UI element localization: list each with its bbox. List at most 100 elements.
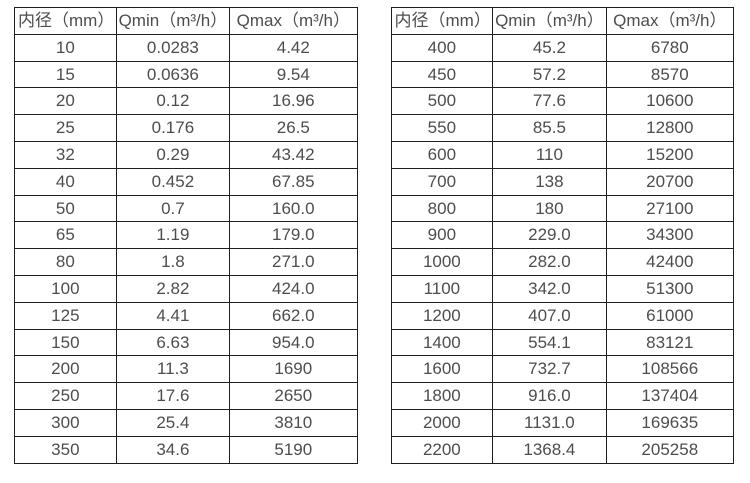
table-cell: 6780 (605, 33, 735, 62)
table-cell: 137404 (605, 382, 735, 410)
table-row: 10 0.0283 4.42 (14, 33, 358, 62)
table-body: 400 45.2 6780 450 57.2 8570 500 77.6 10600 550 85.… (390, 33, 735, 464)
table-row: 600 110 15200 (390, 140, 735, 169)
table-cell: 250 (14, 382, 117, 410)
table-row: 15 0.0636 9.54 (14, 60, 358, 89)
table-cell: 26.5 (229, 114, 358, 142)
table-cell: 15 (14, 60, 117, 89)
table-cell: 8570 (605, 60, 735, 89)
table-cell: 25 (14, 114, 117, 142)
table-row: 800 180 27100 (390, 194, 735, 223)
table-cell: 20700 (605, 167, 735, 196)
table-cell: 83121 (605, 328, 735, 357)
table-cell: 179.0 (229, 221, 358, 250)
table-cell: 110 (492, 140, 607, 169)
table-row: 20 0.12 16.96 (14, 87, 358, 116)
table-cell: 50 (14, 194, 117, 223)
table-cell: 10600 (605, 87, 735, 116)
table-row: 150 6.63 954.0 (14, 328, 358, 357)
col-header-inner-diameter: 内径（mm） (14, 7, 117, 35)
table-row: 50 0.7 160.0 (14, 194, 358, 223)
col-header-qmax: Qmax（m³/h） (605, 7, 735, 35)
table-cell: 1690 (229, 355, 358, 384)
table-row: 32 0.29 43.42 (14, 140, 358, 169)
table-cell: 34300 (605, 221, 735, 250)
table-cell: 1600 (390, 355, 494, 384)
table-cell: 17.6 (115, 382, 231, 410)
table-cell: 77.6 (492, 87, 607, 116)
table-cell: 300 (14, 408, 117, 437)
table-cell: 1131.0 (492, 408, 607, 437)
table-cell: 4.42 (229, 33, 358, 62)
table-cell: 1000 (390, 248, 494, 276)
table-cell: 160.0 (229, 194, 358, 223)
table-cell: 2.82 (115, 274, 231, 303)
table-cell: 0.12 (115, 87, 231, 116)
table-cell: 45.2 (492, 33, 607, 62)
table-row: 1200 407.0 61000 (390, 301, 735, 330)
table-cell: 80 (14, 248, 117, 276)
table-cell: 16.96 (229, 87, 358, 116)
table-cell: 271.0 (229, 248, 358, 276)
table-cell: 61000 (605, 301, 735, 330)
table-row: 2200 1368.4 205258 (390, 435, 735, 464)
table-cell: 6.63 (115, 328, 231, 357)
table-cell: 125 (14, 301, 117, 330)
table-row: 400 45.2 6780 (390, 33, 735, 62)
table-row: 2000 1131.0 169635 (390, 408, 735, 437)
table-cell: 0.0283 (115, 33, 231, 62)
table-row: 1600 732.7 108566 (390, 355, 735, 384)
table-cell: 20 (14, 87, 117, 116)
table-cell: 2000 (390, 408, 494, 437)
table-row: 300 25.4 3810 (14, 408, 358, 437)
table-cell: 0.0636 (115, 60, 231, 89)
table-row: 80 1.8 271.0 (14, 248, 358, 276)
table-cell: 1400 (390, 328, 494, 357)
table-row: 40 0.452 67.85 (14, 167, 358, 196)
table-cell: 342.0 (492, 274, 607, 303)
table-cell: 350 (14, 435, 117, 464)
table-cell: 0.176 (115, 114, 231, 142)
table-cell: 1200 (390, 301, 494, 330)
table-cell: 32 (14, 140, 117, 169)
table-cell: 554.1 (492, 328, 607, 357)
table-cell: 4.41 (115, 301, 231, 330)
table-cell: 200 (14, 355, 117, 384)
table-cell: 42400 (605, 248, 735, 276)
table-cell: 51300 (605, 274, 735, 303)
table-cell: 550 (390, 114, 494, 142)
table-row: 900 229.0 34300 (390, 221, 735, 250)
table-cell: 0.452 (115, 167, 231, 196)
table-cell: 229.0 (492, 221, 607, 250)
table-cell: 85.5 (492, 114, 607, 142)
table-cell: 700 (390, 167, 494, 196)
table-row: 65 1.19 179.0 (14, 221, 358, 250)
table-cell: 169635 (605, 408, 735, 437)
table-cell: 10 (14, 33, 117, 62)
header-row: 内径（mm） Qmin（m³/h） Qmax（m³/h） (390, 7, 735, 35)
table-cell: 424.0 (229, 274, 358, 303)
table-row: 100 2.82 424.0 (14, 274, 358, 303)
table-cell: 67.85 (229, 167, 358, 196)
flow-table-small-diameters: 内径（mm） Qmin（m³/h） Qmax（m³/h） 10 0.0283 4.4… (14, 7, 358, 464)
table-cell: 138 (492, 167, 607, 196)
table-cell: 800 (390, 194, 494, 223)
table-cell: 43.42 (229, 140, 358, 169)
table-cell: 1368.4 (492, 435, 607, 464)
table-row: 1100 342.0 51300 (390, 274, 735, 303)
table-cell: 2650 (229, 382, 358, 410)
table-cell: 65 (14, 221, 117, 250)
table-cell: 34.6 (115, 435, 231, 464)
table-cell: 662.0 (229, 301, 358, 330)
table-cell: 180 (492, 194, 607, 223)
table-cell: 916.0 (492, 382, 607, 410)
table-row: 700 138 20700 (390, 167, 735, 196)
table-cell: 40 (14, 167, 117, 196)
table-row: 1800 916.0 137404 (390, 382, 735, 410)
table-cell: 11.3 (115, 355, 231, 384)
col-header-qmax: Qmax（m³/h） (229, 7, 358, 35)
table-cell: 954.0 (229, 328, 358, 357)
table-cell: 100 (14, 274, 117, 303)
table-cell: 407.0 (492, 301, 607, 330)
table-row: 25 0.176 26.5 (14, 114, 358, 142)
